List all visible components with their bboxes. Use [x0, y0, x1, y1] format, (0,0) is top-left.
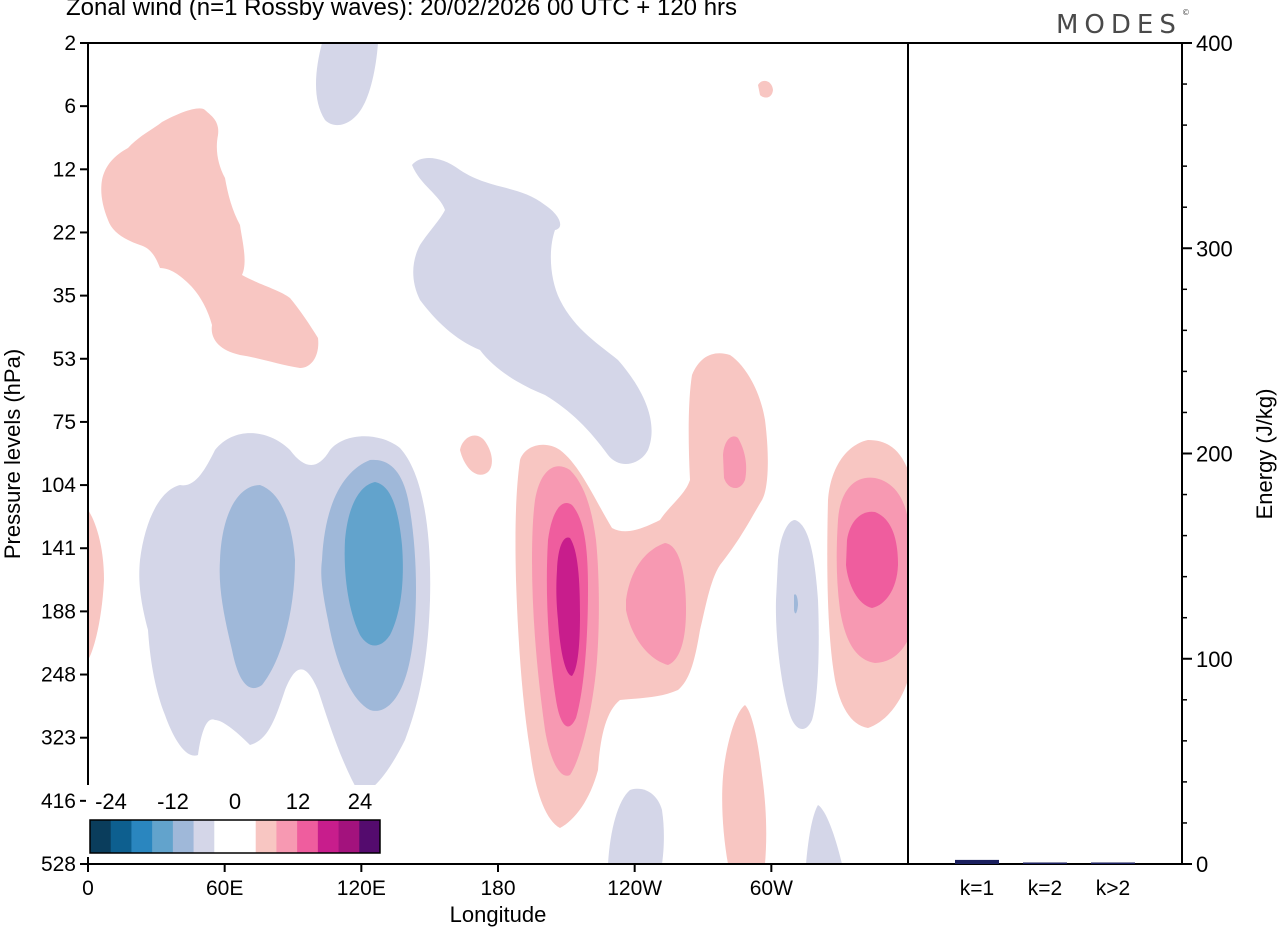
colorbar-swatch: [131, 820, 153, 853]
contour-layer: [88, 43, 908, 864]
brand-name: MODES: [1056, 10, 1182, 40]
energy-category-label: k=2: [1028, 877, 1062, 900]
energy-bars: k=1 k=2 k>2: [955, 859, 1135, 900]
colorbar-swatch: [152, 820, 174, 853]
contour-pos-upper-right-dot: [758, 80, 773, 98]
energy-tick-label: 300: [1196, 236, 1233, 261]
contour-pos-upper-left: [101, 108, 319, 368]
energy-tick-label: 400: [1196, 31, 1233, 56]
colorbar-swatch: [338, 820, 360, 853]
colorbar-swatch: [297, 820, 319, 853]
x-axis-label: Longitude: [450, 902, 547, 927]
colorbar-label: 0: [229, 789, 241, 814]
y-tick-label: 248: [41, 664, 76, 687]
colorbar: -24 -12 0 12 24: [86, 785, 384, 857]
contour-neg-l3: [344, 482, 403, 646]
contour-neg-right: [775, 520, 819, 730]
contour-pos-left-edge: [88, 510, 104, 660]
energy-bar: [1091, 862, 1135, 864]
energy-bar: [955, 859, 999, 864]
energy-category-label: k>2: [1096, 877, 1130, 900]
brand-logo: MODES©: [1056, 8, 1190, 40]
y-tick-label: 35: [53, 285, 76, 308]
energy-tick-label: 100: [1196, 647, 1233, 672]
y-tick-label: 188: [41, 600, 76, 623]
y-tick-label: 141: [41, 537, 76, 560]
x-tick-label: 180: [480, 877, 515, 900]
colorbar-label: -12: [157, 789, 189, 814]
energy-panel-frame: [907, 42, 1183, 865]
contour-pos-lower: [722, 705, 767, 864]
colorbar-swatch: [214, 820, 236, 853]
x-tick-label: 0: [82, 877, 94, 900]
chart-title: Zonal wind (n=1 Rossby waves): 20/02/202…: [66, 0, 738, 21]
contour-pos-l2-small: [723, 436, 747, 489]
x-tick-label: 120E: [337, 877, 386, 900]
contour-pos-l3-right: [846, 511, 898, 608]
energy-bar: [1023, 862, 1067, 864]
colorbar-swatch: [90, 820, 112, 853]
colorbar-swatch: [235, 820, 257, 853]
y-tick-label: 416: [41, 790, 76, 813]
energy-tick-label: 0: [1196, 852, 1208, 877]
colorbar-label: 12: [286, 789, 310, 814]
colorbar-frame: [89, 819, 381, 854]
y-tick-label: 6: [64, 95, 76, 118]
x-tick-label: 60E: [206, 877, 243, 900]
contour-neg-right-bottom: [806, 805, 842, 864]
contour-neg-l2-dot: [794, 594, 798, 614]
y-tick-label: 22: [53, 221, 76, 244]
x-tick-label: 120W: [607, 877, 662, 900]
contour-neg-upper: [316, 43, 378, 126]
x-tick-label: 60W: [750, 877, 793, 900]
contour-pos-l2-blob: [626, 543, 686, 665]
energy-axis: 0 100 200 300 400: [1182, 31, 1233, 877]
colorbar-swatch: [110, 820, 132, 853]
contour-neg-l2-a: [219, 485, 295, 689]
colorbar-label: -24: [95, 789, 127, 814]
colorbar-swatch: [172, 820, 195, 853]
colorbar-swatch: [359, 820, 381, 853]
colorbar-swatch: [255, 820, 277, 853]
contour-pos-l4-main: [556, 537, 580, 676]
y-tick-label: 53: [53, 348, 76, 371]
y-tick-label: 323: [41, 727, 76, 750]
brand-copyright-mark: ©: [1181, 8, 1190, 17]
pressure-axis: 2 6 12 22 35 53 75 104 141 188 248 323 416 528: [41, 32, 88, 876]
colorbar-swatch: [193, 820, 215, 853]
y-tick-label: 2: [64, 32, 76, 55]
colorbar-label: 24: [348, 789, 372, 814]
contour-pos-small: [460, 435, 492, 475]
y-tick-label: 12: [53, 158, 76, 181]
contour-neg-bottom: [608, 788, 664, 864]
contour-neg-band: [412, 158, 652, 465]
y-axis-label: Pressure levels (hPa): [0, 349, 25, 559]
y-tick-label: 528: [41, 853, 76, 876]
y-tick-label: 104: [41, 474, 76, 497]
colorbar-swatch: [317, 820, 340, 853]
longitude-axis: 0 60E 120E 180 120W 60W: [82, 864, 793, 900]
energy-axis-label: Energy (J/kg): [1252, 389, 1277, 520]
energy-category-label: k=1: [960, 877, 994, 900]
colorbar-swatch: [276, 820, 298, 853]
energy-tick-label: 200: [1196, 442, 1233, 467]
y-tick-label: 75: [53, 411, 76, 434]
